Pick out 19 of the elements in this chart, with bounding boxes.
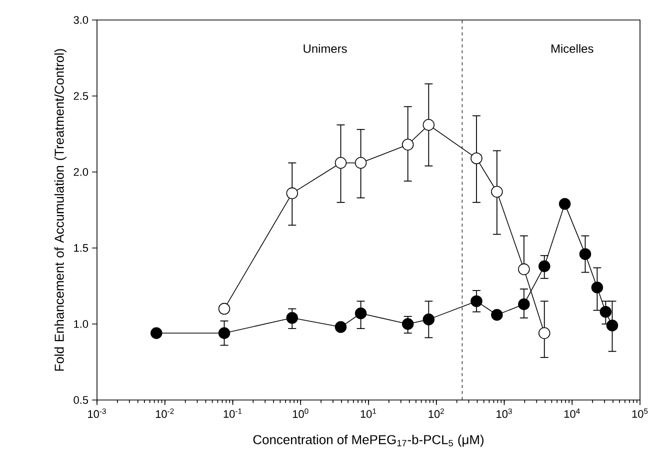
x-tick-label: 10$^{0}$ bbox=[292, 408, 308, 418]
x-tick-label: 10$^{4}$ bbox=[564, 408, 580, 418]
x-tick-label: 10$^{1}$ bbox=[360, 408, 376, 418]
y-tick-label: 3.0 bbox=[74, 16, 88, 24]
y-tick-label: 0.5 bbox=[74, 396, 88, 404]
y-axis-title: Fold Enhancement of Accumulation (Treatment/Control) bbox=[54, 49, 66, 371]
y-tick-label: 2.5 bbox=[74, 92, 88, 100]
x-axis-title: Concentration of MePEG$_{17}$-b-PCL$_{5}$ (μM) bbox=[253, 434, 484, 447]
x-tick-label: 10$^{2}$ bbox=[428, 408, 444, 418]
x-tick-label: 10$^{3}$ bbox=[496, 408, 512, 418]
y-tick-label: 1.0 bbox=[74, 320, 88, 328]
annotation: Micelles bbox=[552, 44, 594, 53]
x-tick-label: 10$^{5}$ bbox=[632, 408, 648, 418]
x-tick-label: 10$^{-2}$ bbox=[156, 408, 174, 418]
x-tick-label: 10$^{-3}$ bbox=[88, 408, 106, 418]
annotation: Unimers bbox=[304, 44, 347, 53]
y-tick-label: 2.0 bbox=[74, 168, 88, 176]
x-tick-label: 10$^{-1}$ bbox=[224, 408, 242, 418]
y-tick-label: 1.5 bbox=[74, 244, 88, 252]
